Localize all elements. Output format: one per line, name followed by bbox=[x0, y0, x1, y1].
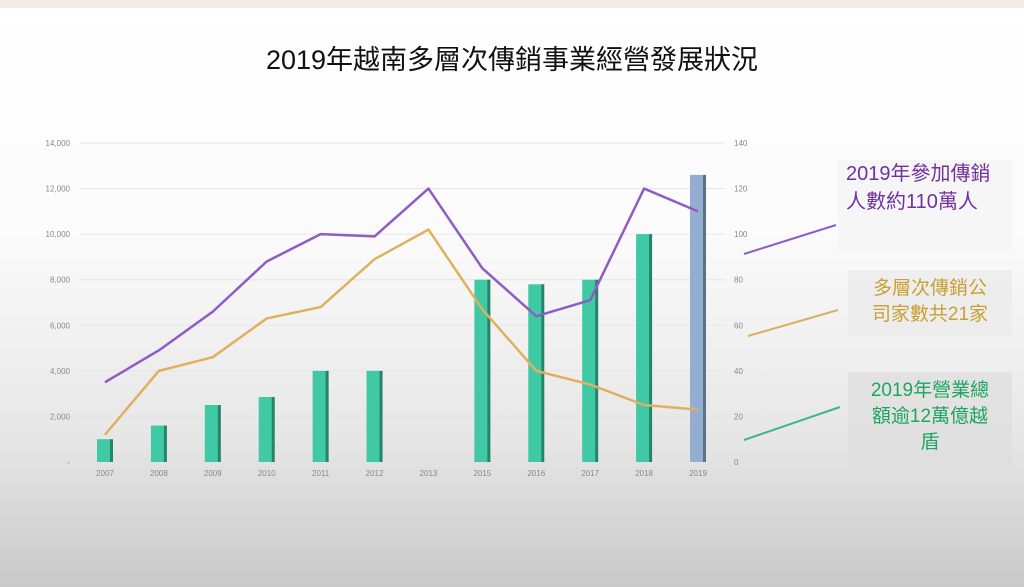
annotation-arrow bbox=[743, 224, 837, 255]
bar bbox=[258, 397, 275, 462]
right-tick-label: 20 bbox=[734, 412, 743, 421]
annotation-line: 盾 bbox=[920, 432, 940, 453]
annotation-line: 2019年營業總 bbox=[870, 380, 990, 401]
annotation-companies: 多層次傳銷公 司家數共21家 bbox=[848, 270, 1012, 336]
x-tick-label: 2010 bbox=[258, 469, 276, 478]
annotation-arrow bbox=[747, 309, 839, 337]
x-tick-label: 2013 bbox=[420, 469, 438, 478]
x-tick-label: 2012 bbox=[366, 469, 384, 478]
annotation-line: 額逾12萬億越 bbox=[871, 406, 989, 427]
left-tick-label: 12,000 bbox=[46, 185, 71, 194]
left-tick-label: 8,000 bbox=[50, 276, 71, 285]
annotation-line: 司家數共21家 bbox=[871, 304, 989, 325]
right-tick-label: 60 bbox=[734, 321, 743, 330]
annotation-participants: 2019年參加傳銷人數約110萬人 bbox=[838, 160, 1012, 250]
bar-shade bbox=[271, 397, 275, 462]
annotation-revenue: 2019年營業總 額逾12萬億越 盾 bbox=[848, 372, 1012, 468]
bar bbox=[528, 284, 545, 462]
bar-shade bbox=[703, 174, 706, 462]
left-tick-label: 2,000 bbox=[50, 412, 71, 421]
x-tick-label: 2017 bbox=[581, 469, 599, 478]
bar bbox=[582, 279, 599, 462]
left-tick-label: - bbox=[67, 458, 70, 467]
x-tick-label: 2015 bbox=[473, 469, 491, 478]
chart-title: 2019年越南多層次傳銷事業經營發展狀況 bbox=[265, 45, 759, 75]
right-tick-label: 120 bbox=[734, 185, 748, 194]
annotation-text: 2019年參加傳銷人數約110萬人 bbox=[846, 163, 991, 213]
bar-shade bbox=[649, 234, 653, 462]
bar bbox=[204, 405, 221, 462]
right-tick-label: 80 bbox=[734, 276, 743, 285]
bar-shade bbox=[487, 279, 491, 462]
x-tick-label: 2016 bbox=[527, 469, 545, 478]
bar bbox=[312, 370, 329, 462]
left-tick-label: 10,000 bbox=[46, 230, 71, 239]
right-tick-label: 40 bbox=[734, 367, 743, 376]
x-tick-label: 2011 bbox=[312, 469, 330, 478]
bar-shade bbox=[325, 370, 329, 462]
left-tick-label: 6,000 bbox=[50, 321, 71, 330]
bar-shade bbox=[217, 405, 221, 462]
bar bbox=[690, 174, 706, 462]
left-tick-label: 4,000 bbox=[50, 367, 71, 376]
bar-shade bbox=[595, 279, 599, 462]
bar-shade bbox=[163, 425, 167, 462]
x-tick-label: 2008 bbox=[150, 469, 168, 478]
left-tick-label: 14,000 bbox=[46, 139, 71, 148]
annotation-arrow bbox=[743, 406, 841, 441]
series-line bbox=[104, 228, 699, 436]
x-tick-label: 2007 bbox=[96, 469, 114, 478]
bar-shade bbox=[379, 370, 383, 462]
right-tick-label: 0 bbox=[734, 458, 739, 467]
annotation-line: 多層次傳銷公 bbox=[872, 278, 987, 299]
bar bbox=[474, 279, 491, 462]
x-tick-label: 2019 bbox=[689, 469, 707, 478]
right-tick-label: 140 bbox=[734, 139, 748, 148]
bar bbox=[150, 425, 167, 462]
right-tick-label: 100 bbox=[734, 230, 748, 239]
bar bbox=[97, 439, 113, 462]
top-bar bbox=[0, 0, 1024, 8]
x-tick-label: 2018 bbox=[635, 469, 653, 478]
bar-shade bbox=[110, 439, 113, 462]
series-line bbox=[104, 187, 699, 384]
bar bbox=[366, 370, 383, 462]
x-tick-label: 2009 bbox=[204, 469, 222, 478]
